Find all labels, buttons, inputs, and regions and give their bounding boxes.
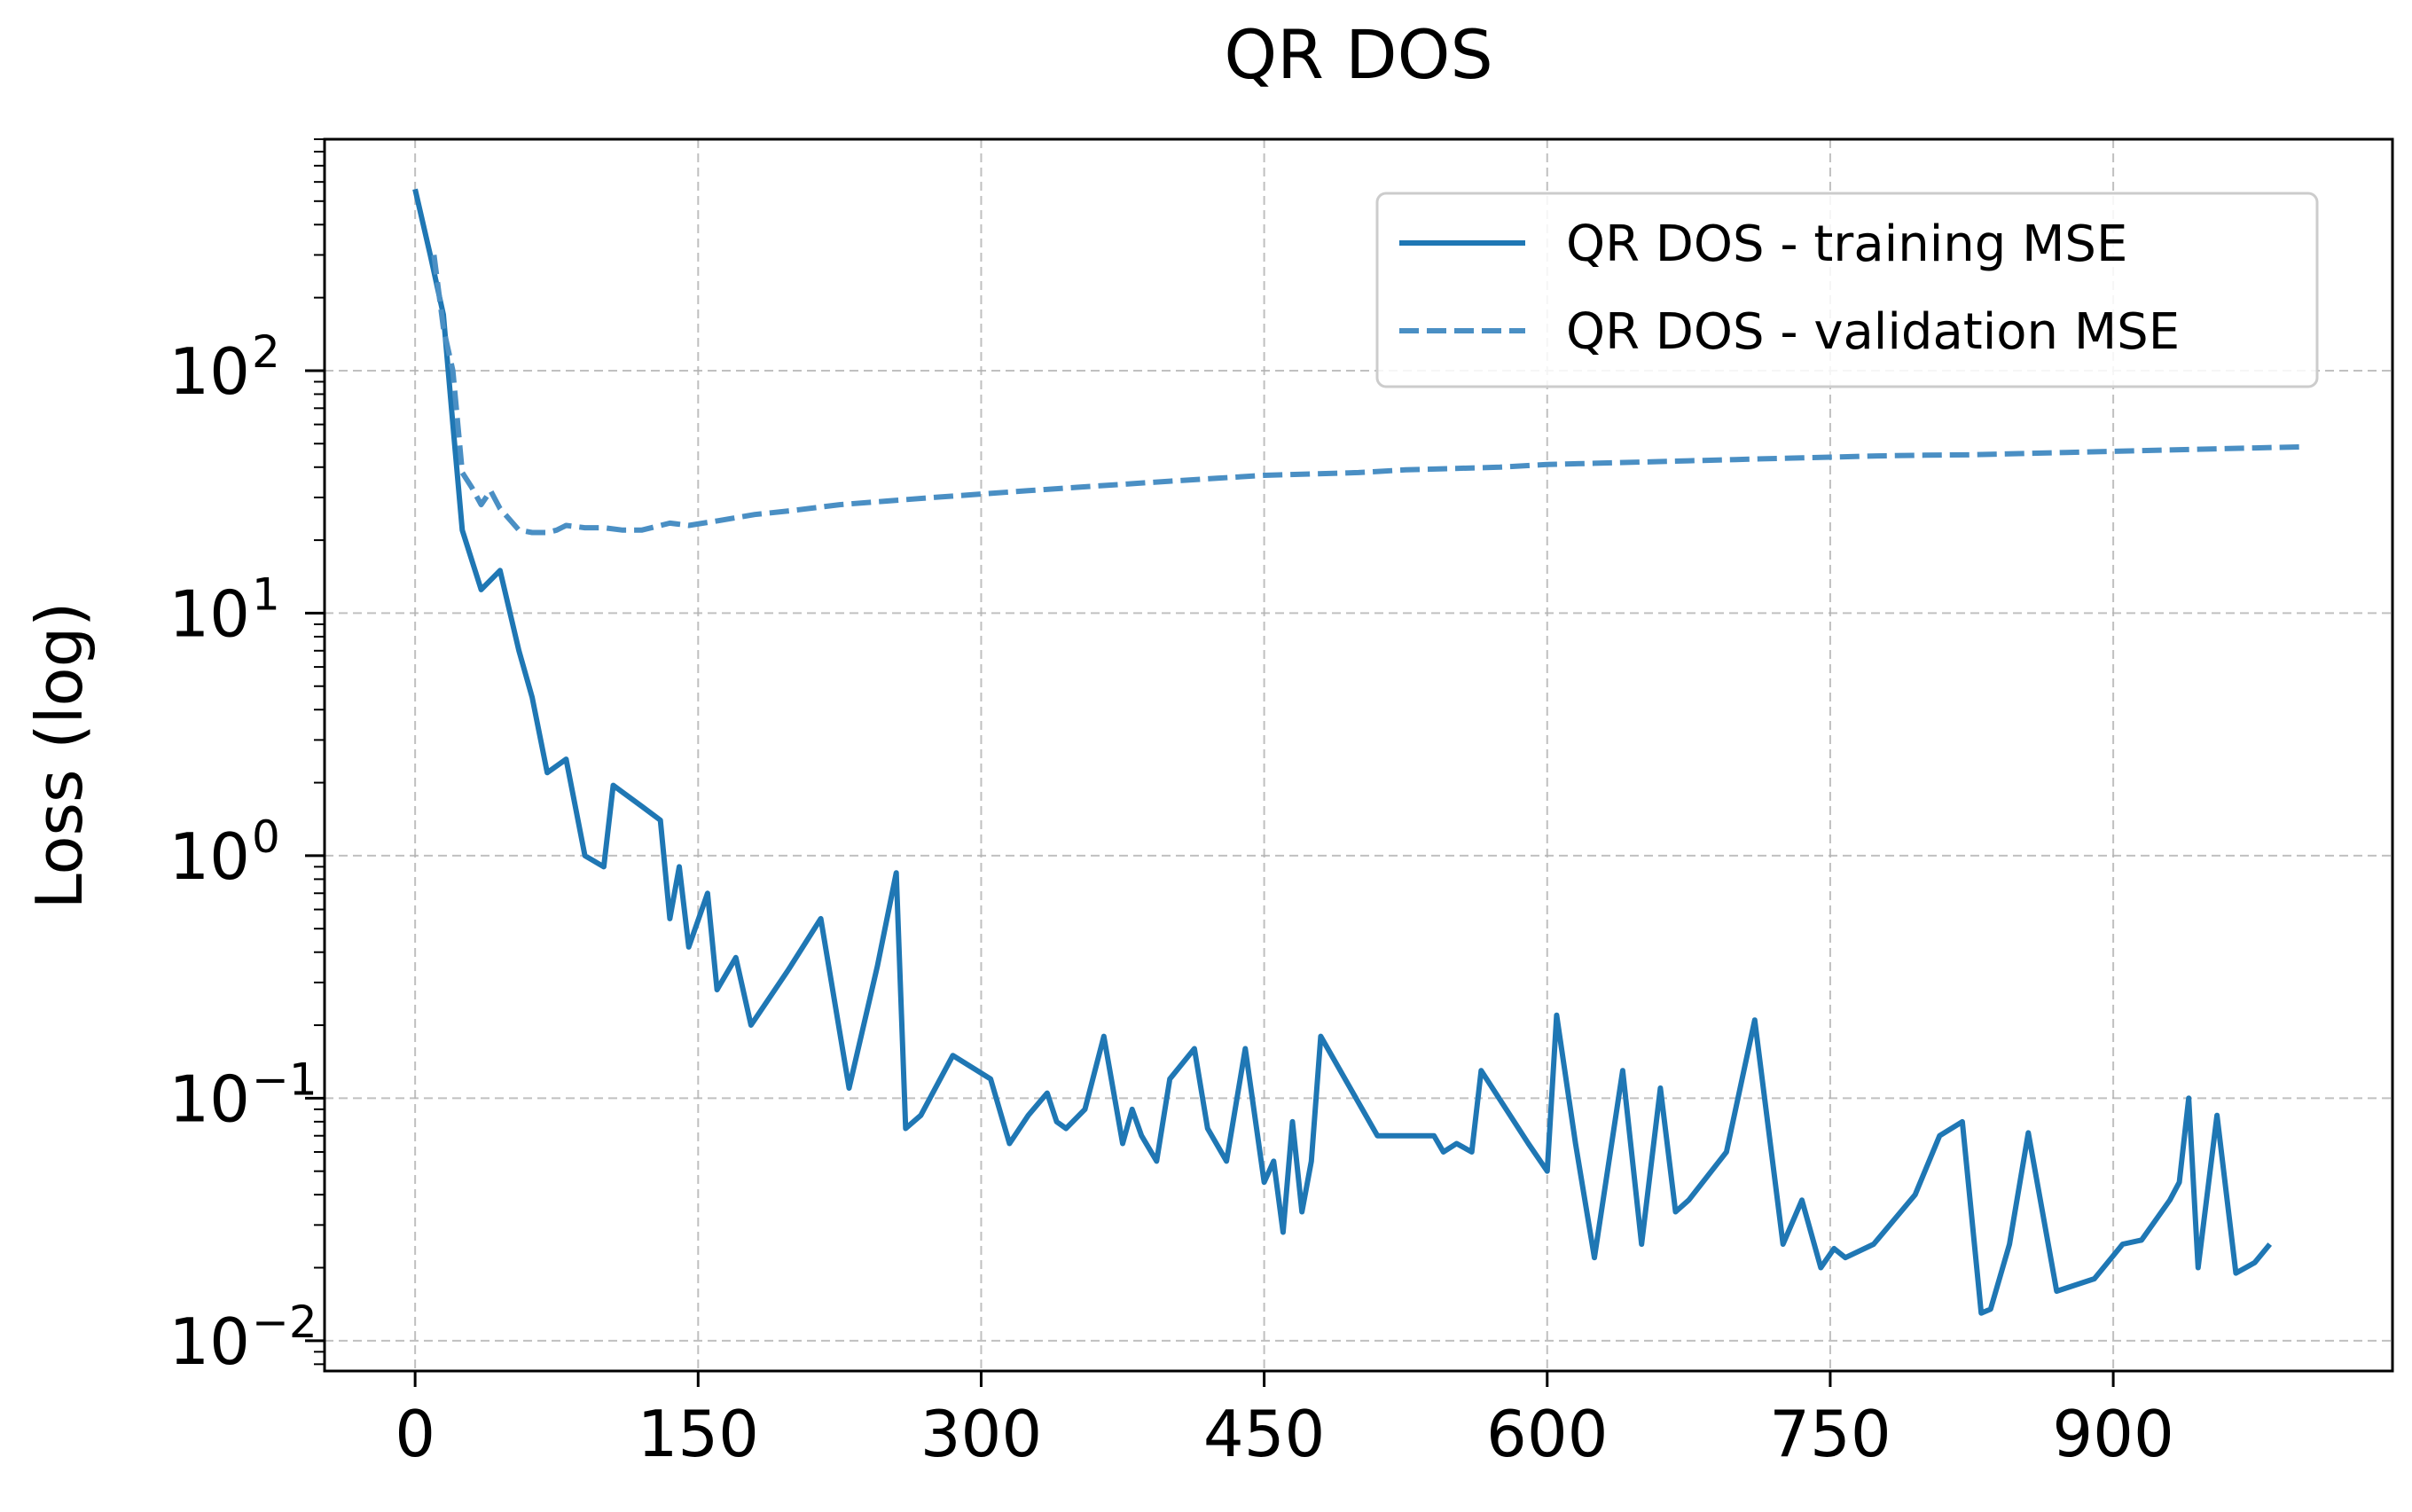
y-tick-label-exponent: 2 bbox=[252, 326, 280, 378]
y-tick-label: 10 bbox=[168, 1062, 250, 1136]
x-tick-label: 150 bbox=[638, 1397, 759, 1471]
y-axis-label: Loss (log) bbox=[22, 602, 97, 910]
y-tick-label: 10 bbox=[168, 334, 250, 409]
x-tick-label: 600 bbox=[1486, 1397, 1608, 1471]
y-tick-label: 10 bbox=[168, 576, 250, 651]
x-tick-label: 300 bbox=[920, 1397, 1042, 1471]
legend: QR DOS - training MSE QR DOS - validatio… bbox=[1375, 192, 2319, 388]
validation-mse-line bbox=[431, 255, 2302, 536]
chart-title: QR DOS bbox=[1224, 15, 1492, 94]
x-tick-label: 900 bbox=[2052, 1397, 2173, 1471]
y-tick-label-exponent: 0 bbox=[252, 811, 280, 863]
training-mse-line bbox=[412, 188, 2273, 1316]
x-tick-label: 450 bbox=[1203, 1397, 1325, 1471]
y-tick-label: 10 bbox=[168, 1304, 250, 1379]
plot-frame bbox=[323, 137, 2394, 1373]
y-tick-label: 10 bbox=[168, 819, 250, 894]
y-tick-label-exponent: −1 bbox=[252, 1054, 317, 1105]
legend-label-validation: QR DOS - validation MSE bbox=[1566, 303, 2180, 361]
x-tick-label: 750 bbox=[1769, 1397, 1891, 1471]
y-tick-label-exponent: −2 bbox=[252, 1297, 317, 1348]
legend-box bbox=[1375, 192, 2319, 388]
series-layer bbox=[412, 188, 2302, 1316]
y-tick-label-exponent: 1 bbox=[252, 568, 280, 620]
legend-label-training: QR DOS - training MSE bbox=[1566, 215, 2127, 273]
x-tick-label: 0 bbox=[395, 1397, 435, 1471]
